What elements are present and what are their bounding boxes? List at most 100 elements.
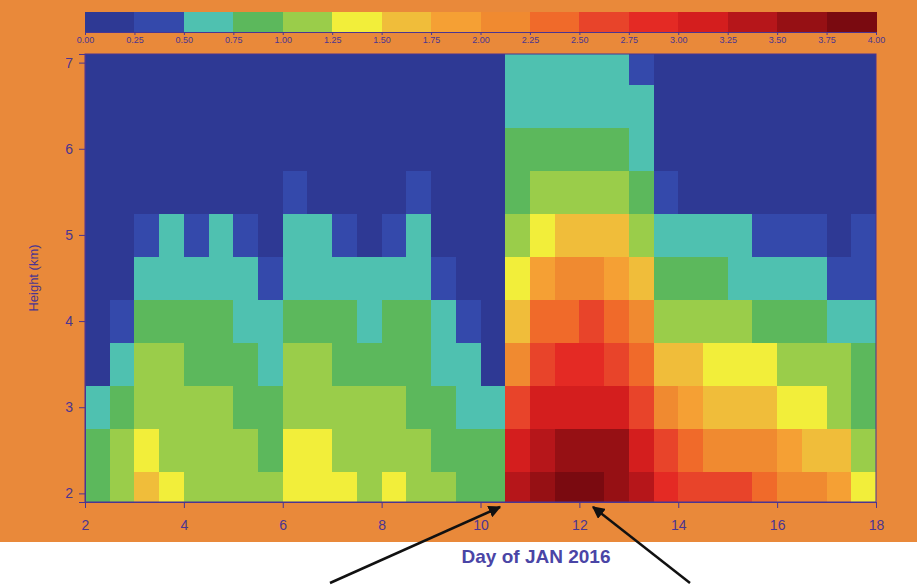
cell <box>209 54 234 85</box>
cell <box>629 429 654 473</box>
cell <box>802 170 827 214</box>
cell <box>505 54 530 85</box>
cell <box>110 54 135 85</box>
cell <box>530 386 555 430</box>
cell <box>555 84 580 128</box>
tick: 18 <box>869 502 885 533</box>
cell <box>481 343 506 387</box>
cell <box>777 386 802 430</box>
cell <box>654 213 679 257</box>
cell <box>802 472 827 502</box>
cell <box>406 429 431 473</box>
tick: 2.75 <box>621 32 639 45</box>
cell <box>406 127 431 171</box>
tick-mark <box>579 502 580 508</box>
cell <box>629 84 654 128</box>
cell <box>555 343 580 387</box>
colorbar-swatch <box>481 12 531 32</box>
tick-label: 12 <box>572 517 588 533</box>
cell <box>431 213 456 257</box>
cell <box>555 213 580 257</box>
cell <box>159 54 184 85</box>
cell <box>530 472 555 502</box>
cell <box>184 343 209 387</box>
cell <box>357 429 382 473</box>
tick: 2 <box>65 485 85 501</box>
cell <box>134 213 159 257</box>
tick-mark <box>777 502 778 508</box>
tick-label: 2.00 <box>472 35 490 45</box>
arrows <box>330 507 690 583</box>
tick-mark <box>876 502 877 508</box>
cell <box>85 213 110 257</box>
cell <box>258 54 283 85</box>
cell <box>134 300 159 344</box>
cell <box>283 300 308 344</box>
cell <box>110 256 135 300</box>
cell <box>332 127 357 171</box>
cell <box>827 54 852 85</box>
cell <box>85 300 110 344</box>
cell <box>604 170 629 214</box>
cell <box>332 84 357 128</box>
cell <box>481 54 506 85</box>
cell <box>283 170 308 214</box>
cell <box>357 170 382 214</box>
cell <box>283 343 308 387</box>
cell <box>678 343 703 387</box>
cell <box>505 386 530 430</box>
cell <box>134 386 159 430</box>
cell <box>357 256 382 300</box>
cell <box>678 213 703 257</box>
cell <box>678 127 703 171</box>
cell <box>307 343 332 387</box>
cell <box>110 429 135 473</box>
cell <box>851 213 876 257</box>
tick-label: 6 <box>65 141 73 157</box>
cell <box>728 386 753 430</box>
cell <box>233 213 258 257</box>
cell <box>134 343 159 387</box>
cell <box>456 343 481 387</box>
tick-label: 16 <box>770 517 786 533</box>
cell <box>629 343 654 387</box>
cell <box>777 256 802 300</box>
cell <box>505 256 530 300</box>
cell <box>357 472 382 502</box>
tick: 4 <box>180 502 188 533</box>
cell <box>209 127 234 171</box>
cell <box>827 127 852 171</box>
cell <box>579 170 604 214</box>
axis-line <box>79 55 86 503</box>
cell <box>332 429 357 473</box>
cell <box>307 429 332 473</box>
cell <box>604 429 629 473</box>
cell <box>728 170 753 214</box>
cell <box>209 84 234 128</box>
cell <box>802 256 827 300</box>
cell <box>579 343 604 387</box>
arrow <box>593 507 690 583</box>
tick-label: 7 <box>65 55 73 71</box>
cell <box>184 213 209 257</box>
cell <box>159 170 184 214</box>
colorbar-swatch <box>629 12 679 32</box>
tick: 2.50 <box>571 32 589 45</box>
tick-mark <box>678 502 679 508</box>
cell <box>555 386 580 430</box>
tick-mark <box>85 502 86 508</box>
tick-mark <box>481 502 482 508</box>
cell <box>530 300 555 344</box>
cell <box>579 429 604 473</box>
tick: 3 <box>65 399 85 415</box>
tick: 1.00 <box>274 32 292 45</box>
cell <box>777 84 802 128</box>
cell <box>777 429 802 473</box>
cell <box>555 127 580 171</box>
tick: 0.00 <box>77 32 95 45</box>
cell <box>851 84 876 128</box>
cell <box>505 343 530 387</box>
tick: 2.00 <box>472 32 490 45</box>
tick: 14 <box>671 502 687 533</box>
tick-label: 1.50 <box>373 35 391 45</box>
